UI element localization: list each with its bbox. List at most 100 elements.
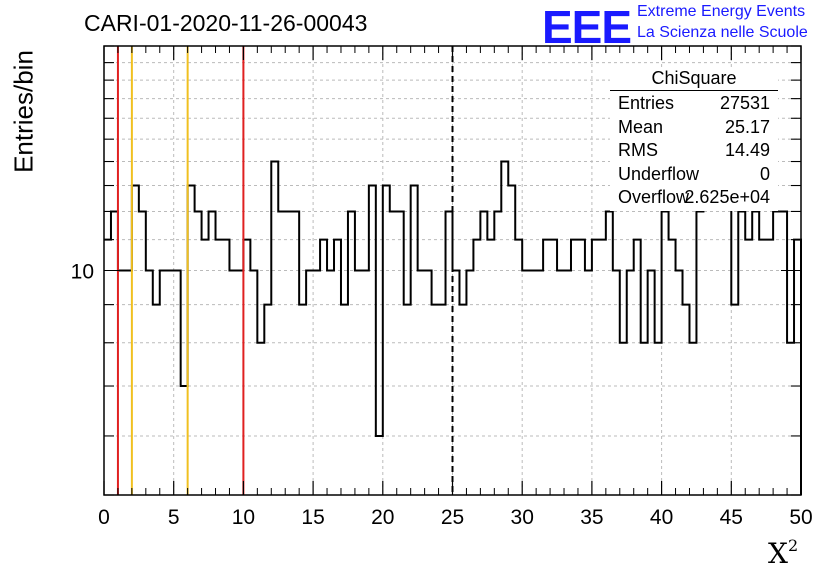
histogram-bin (390, 211, 397, 495)
histogram-bin (724, 186, 731, 495)
stats-value: 14.49 (724, 140, 770, 160)
histogram-bin (480, 211, 487, 495)
x-tick-label: 25 (441, 506, 464, 529)
histogram-bin (536, 271, 543, 496)
tick-labels: 0 5 10 15 20 25 30 35 40 45 50 10 (71, 261, 813, 530)
stats-label: Mean (618, 116, 664, 137)
histogram-bin (383, 186, 390, 495)
histogram-bin (738, 211, 745, 495)
histogram-bin (655, 343, 662, 495)
histogram-bin (634, 240, 641, 495)
histogram-bin (243, 240, 250, 495)
stats-box-name: ChiSquare (610, 68, 778, 91)
stats-label: Underflow (618, 163, 700, 184)
histogram-bin (689, 343, 696, 495)
histogram-bin (578, 240, 585, 495)
histogram-bin (557, 271, 564, 496)
x-tick-label: 0 (98, 506, 110, 529)
histogram-bin (473, 240, 480, 495)
histogram-bin (620, 343, 627, 495)
stats-label: Overflow (618, 187, 690, 207)
histogram-bin (696, 211, 703, 495)
stats-row: RMS 14.49 (610, 140, 778, 164)
histogram-bin (731, 305, 738, 495)
histogram-bin (174, 271, 181, 496)
logo-caption-line2: La Scienza nelle Scuole (637, 24, 808, 41)
histogram-bin (599, 240, 606, 495)
chart-title: CARI-01-2020-11-26-00043 (84, 10, 368, 36)
histogram-bin (439, 305, 446, 495)
histogram-bin (669, 240, 676, 495)
histogram-bin (466, 271, 473, 496)
histogram-bin (139, 211, 146, 495)
histogram-bin (132, 186, 139, 495)
reference-lines (116, 46, 454, 495)
histogram-bin (153, 305, 160, 495)
axis-ticks (103, 45, 802, 496)
histogram-bin (752, 211, 759, 495)
stats-value: 25.17 (724, 116, 770, 137)
histogram-bin (376, 436, 383, 495)
histogram-bin (592, 240, 599, 495)
histogram-bin (369, 186, 376, 495)
x-tick-label: 30 (511, 506, 534, 529)
histogram-bin (501, 162, 508, 495)
histogram-bin (571, 240, 578, 495)
histogram-bin (627, 271, 634, 496)
histogram-bin (543, 240, 550, 495)
histogram-bin (515, 240, 522, 495)
histogram-bin (278, 211, 285, 495)
x-tick-label: 40 (650, 506, 673, 529)
histogram-bin (745, 240, 752, 495)
histogram-bin (327, 271, 334, 496)
histogram-bin (313, 271, 320, 496)
histogram-bin (606, 211, 613, 495)
histogram-bin (522, 271, 529, 496)
histogram-bin (271, 162, 278, 495)
stats-label: RMS (618, 140, 658, 160)
histogram-bin (292, 211, 299, 495)
histogram-bin (710, 186, 717, 495)
histogram-bin (348, 211, 355, 495)
y-tick-label: 10 (71, 261, 94, 284)
stats-box: ChiSquare Entries 27531 Mean 25.17 RMS 1… (610, 68, 778, 211)
histogram-bin (648, 271, 655, 496)
histogram-bin (446, 211, 453, 495)
histogram-bin (404, 305, 411, 495)
histogram-bin (355, 271, 362, 496)
histogram-bin (229, 271, 236, 496)
x-tick-label: 20 (371, 506, 394, 529)
y-axis-label: Entries/bin (8, 50, 39, 173)
x-tick-label: 10 (232, 506, 255, 529)
histogram-bin (662, 211, 669, 495)
histogram-bin (425, 271, 432, 496)
histogram-bin (111, 211, 118, 495)
histogram-bin (397, 211, 404, 495)
histogram-bin (794, 240, 801, 495)
histogram-bin (780, 211, 787, 495)
histogram-bin (181, 386, 188, 495)
x-axis-label: X2 (768, 536, 798, 570)
histogram-bin (432, 305, 439, 495)
histogram-bin (676, 271, 683, 496)
stats-value: 27531 (719, 93, 770, 113)
histogram-bin (362, 271, 369, 496)
histogram-bin (494, 211, 501, 495)
histogram-bin (341, 305, 348, 495)
histogram-bin (195, 211, 202, 495)
histogram-bin (125, 271, 132, 496)
stats-row: Overflow 2.625e+04 (610, 187, 778, 211)
logo-caption-line1: Extreme Energy Events (637, 3, 806, 20)
histogram-bin (320, 240, 327, 495)
histogram-bin (236, 271, 243, 496)
stats-value: 0 (759, 163, 770, 184)
x-tick-label: 35 (580, 506, 603, 529)
histogram-bin (487, 240, 494, 495)
histogram-bin (717, 186, 724, 495)
histogram-bin (202, 240, 209, 495)
histogram-bin (418, 271, 425, 496)
histogram-bin (146, 271, 153, 496)
histogram-bin (160, 271, 167, 496)
stats-row: Mean 25.17 (610, 117, 778, 141)
